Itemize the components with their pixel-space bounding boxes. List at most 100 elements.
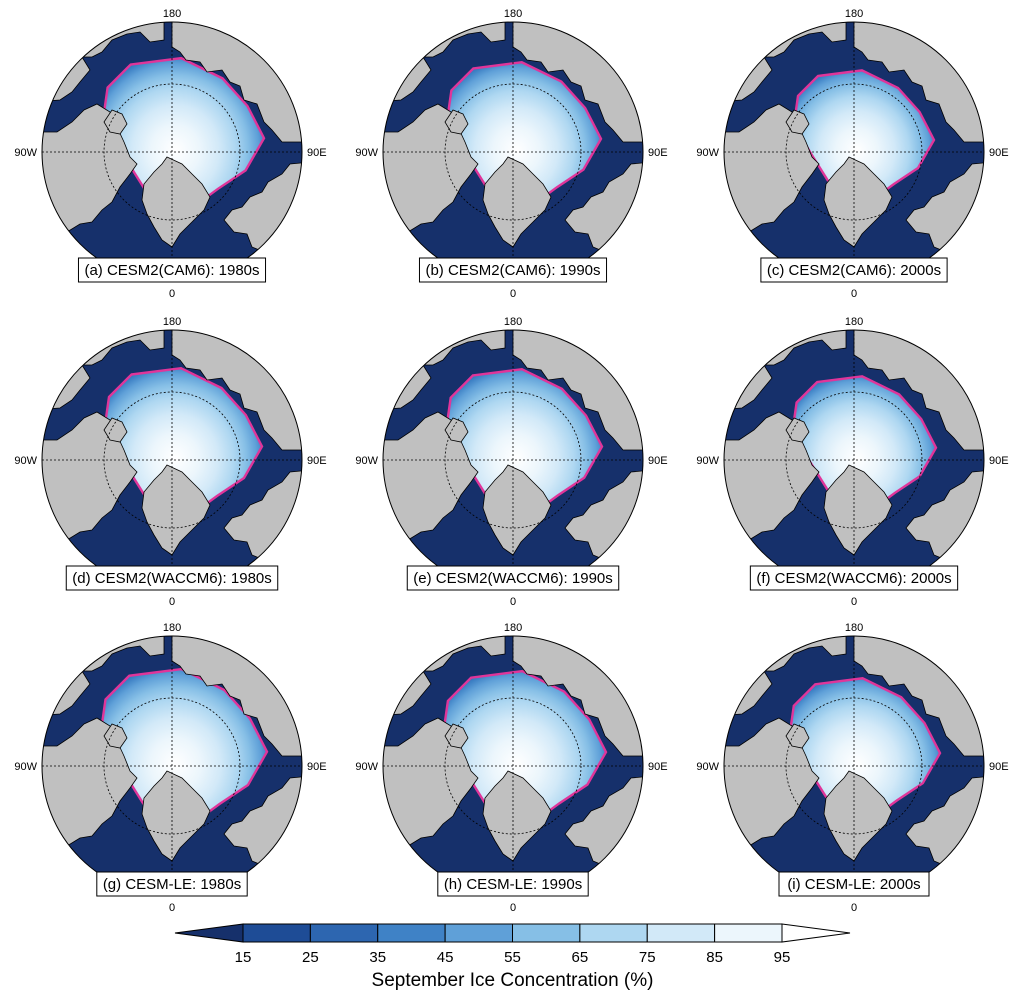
colorbar-segment	[242, 923, 311, 943]
panel-title-text: (i) CESM-LE: 2000s	[787, 876, 920, 893]
map-disc	[383, 636, 643, 896]
lon-label-180: 180	[163, 316, 181, 328]
panel-title-box	[65, 565, 279, 591]
colorbar-segment	[579, 923, 648, 943]
lon-label-90w: 90W	[696, 761, 719, 773]
map-disc	[724, 636, 984, 896]
land-mass	[383, 717, 479, 847]
colorbar-segment	[377, 923, 446, 943]
map-disc	[383, 22, 643, 282]
panel-title-box	[406, 565, 620, 591]
colorbar-tick-label: 25	[302, 949, 319, 966]
land-mass	[724, 717, 820, 847]
colorbar-tick-label: 85	[706, 949, 723, 966]
land-mass	[724, 103, 820, 233]
panel-title-box	[96, 871, 248, 897]
panel-title-text: (f) CESM2(WACCM6): 2000s	[756, 570, 951, 587]
land-mass	[42, 411, 138, 541]
panel-title: (i) CESM-LE: 2000s	[778, 871, 930, 897]
lon-label-0: 0	[851, 596, 857, 608]
lon-label-90e: 90E	[307, 147, 327, 159]
panel-title-text: (a) CESM2(CAM6): 1980s	[84, 262, 259, 279]
map-disc	[724, 330, 984, 590]
lon-label-90w: 90W	[14, 455, 37, 467]
land-mass	[724, 411, 820, 541]
panel-title: (d) CESM2(WACCM6): 1980s	[65, 565, 279, 591]
panel-title: (c) CESM2(CAM6): 2000s	[760, 257, 948, 283]
colorbar-tick-label: 75	[639, 949, 656, 966]
polar-map-panel: 180 0 90W 90E (d) CESM2(WACCM6): 1980s	[14, 316, 326, 608]
colorbar-segment	[714, 923, 783, 943]
lon-label-0: 0	[169, 596, 175, 608]
latitude-circle	[444, 83, 582, 221]
panel-title-text: (b) CESM2(CAM6): 1990s	[425, 262, 600, 279]
colorbar-tick-label: 55	[504, 949, 521, 966]
latitude-circle	[103, 83, 241, 221]
panel-title-box	[77, 257, 267, 283]
panel-title: (h) CESM-LE: 1990s	[437, 871, 589, 897]
panel-title: (e) CESM2(WACCM6): 1990s	[406, 565, 620, 591]
lon-label-180: 180	[845, 622, 863, 634]
lon-label-90e: 90E	[989, 455, 1009, 467]
panel-title-box	[418, 257, 608, 283]
polar-map-panel: 180 0 90W 90E (a) CESM2(CAM6): 1980s	[14, 8, 326, 300]
lon-label-180: 180	[504, 316, 522, 328]
colorbar-segment	[646, 923, 716, 943]
panel-title-text: (e) CESM2(WACCM6): 1990s	[413, 570, 612, 587]
lon-label-180: 180	[504, 622, 522, 634]
panel-title: (b) CESM2(CAM6): 1990s	[418, 257, 608, 283]
polar-map-panel: 180 0 90W 90E (e) CESM2(WACCM6): 1990s	[355, 316, 667, 608]
panel-title-box	[437, 871, 589, 897]
lon-label-90e: 90E	[989, 147, 1009, 159]
lon-label-0: 0	[169, 288, 175, 300]
lon-label-90w: 90W	[355, 455, 378, 467]
colorbar-tick-label: 35	[369, 949, 386, 966]
lon-label-90w: 90W	[355, 761, 378, 773]
polar-map-panel: 180 0 90W 90E (b) CESM2(CAM6): 1990s	[355, 8, 667, 300]
colorbar-low-arrow	[174, 923, 244, 943]
lon-label-90e: 90E	[989, 761, 1009, 773]
land-mass	[444, 109, 469, 135]
panel-title-text: (c) CESM2(CAM6): 2000s	[767, 262, 941, 279]
latitude-circle	[444, 697, 582, 835]
latitude-circle	[785, 391, 923, 529]
colorbar-segment	[512, 923, 581, 943]
lon-label-0: 0	[169, 902, 175, 914]
lon-label-0: 0	[851, 902, 857, 914]
map-disc	[42, 636, 302, 896]
polar-map-panel: 180 0 90W 90E (g) CESM-LE: 1980s	[14, 622, 326, 914]
lon-label-90e: 90E	[648, 761, 668, 773]
colorbar-tick-label: 45	[437, 949, 454, 966]
colorbar-tick-label: 95	[774, 949, 791, 966]
land-mass	[785, 723, 810, 749]
land-mass	[444, 723, 469, 749]
lon-label-90w: 90W	[355, 147, 378, 159]
latitude-circle	[785, 83, 923, 221]
panel-title-text: (h) CESM-LE: 1990s	[444, 876, 582, 893]
land-mass	[42, 103, 138, 233]
polar-map-panel: 180 0 90W 90E (i) CESM-LE: 2000s	[696, 622, 1008, 914]
lon-label-0: 0	[851, 288, 857, 300]
map-panels: 180 0 90W 90E (a) CESM2(CAM6): 1980s 180 0 90W 9…	[14, 8, 1008, 914]
land-mass	[444, 417, 469, 443]
land-mass	[42, 717, 138, 847]
map-disc	[42, 330, 302, 590]
lon-label-90w: 90W	[696, 147, 719, 159]
lon-label-180: 180	[845, 8, 863, 20]
polar-map-panel: 180 0 90W 90E (c) CESM2(CAM6): 2000s	[696, 8, 1008, 300]
lon-label-0: 0	[510, 902, 516, 914]
panel-title: (a) CESM2(CAM6): 1980s	[77, 257, 267, 283]
lon-label-0: 0	[510, 596, 516, 608]
panel-title: (g) CESM-LE: 1980s	[96, 871, 248, 897]
lon-label-180: 180	[504, 8, 522, 20]
panel-title-box	[760, 257, 948, 283]
latitude-circle	[444, 391, 582, 529]
land-mass	[103, 723, 128, 749]
latitude-circle	[103, 391, 241, 529]
land-mass	[383, 103, 479, 233]
colorbar: 15 25 35 45 55 65 75 85 95 September Ice Concentr…	[174, 923, 851, 991]
colorbar-tick-label: 15	[235, 949, 252, 966]
colorbar-title: September Ice Concentration (%)	[372, 970, 654, 991]
colorbar-segment	[444, 923, 513, 943]
